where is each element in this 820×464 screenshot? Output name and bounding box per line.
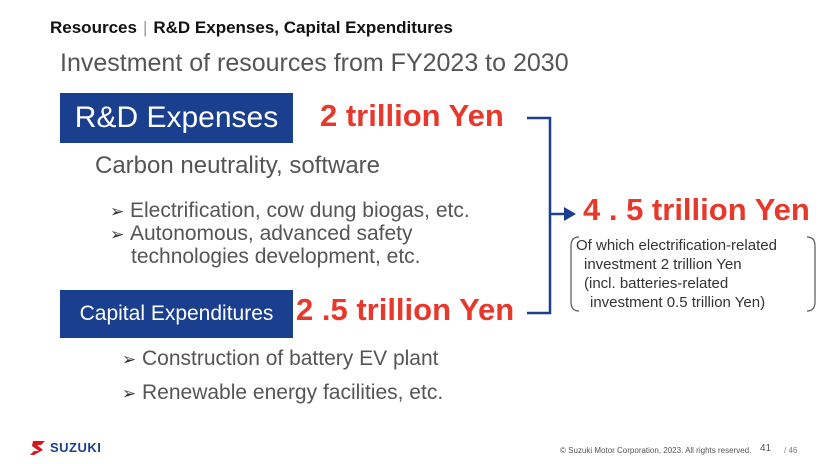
note-line: investment 0.5 trillion Yen) [590,294,766,311]
page-total: / 46 [784,446,798,455]
arrow-right-icon [564,207,576,221]
capex-bullet-2: ➢ Renewable energy facilities, etc. [122,381,443,405]
rd-bullet-text: Electrification, cow dung biogas, etc. [130,199,470,222]
rd-topic: Carbon neutrality, software [95,152,381,179]
suzuki-s-logo-icon [30,440,45,455]
total-amount: 4 . 5 trillion Yen [583,192,810,227]
note-line: Of which electrification-related [576,237,777,254]
note-line: (incl. batteries-related [584,275,729,292]
note-right-paren [806,236,816,312]
rd-bullet-1: ➢ Electrification, cow dung biogas, etc. [110,199,470,223]
arrowhead-bullet-icon: ➢ [122,384,137,403]
header-separator: | [142,18,148,37]
capex-amount: 2 .5 trillion Yen [296,292,515,327]
capex-label-box: Capital Expenditures [60,290,293,338]
rd-bullet-2-continuation: technologies development, etc. [131,245,421,268]
arrowhead-bullet-icon: ➢ [110,225,125,244]
bracket-line [527,116,552,315]
arrowhead-bullet-icon: ➢ [122,350,137,369]
suzuki-logo: SUZUKI [30,440,101,455]
slide-header: Resources | R&D Expenses, Capital Expendit… [50,18,453,38]
logo-wordmark: SUZUKI [50,440,102,455]
capex-bullet-text: Construction of battery EV plant [142,347,439,370]
rd-expenses-label: R&D Expenses [74,101,279,134]
header-section: Resources [50,18,137,37]
total-note: Of which electrification-related investm… [576,236,816,312]
capex-label: Capital Expenditures [79,302,274,325]
copyright-notice: © Suzuki Motor Corporation, 2023. All ri… [560,446,752,455]
rd-bullet-2: ➢ Autonomous, advanced safety [110,222,413,246]
rd-expenses-label-box: R&D Expenses [60,93,293,143]
rd-expenses-amount: 2 trillion Yen [320,98,504,133]
rd-bullet-text: Autonomous, advanced safety [130,222,413,245]
capex-bullet-1: ➢ Construction of battery EV plant [122,347,439,371]
slide-subtitle: Investment of resources from FY2023 to 2… [60,49,569,77]
note-line: investment 2 trillion Yen [584,256,742,273]
note-left-paren [570,236,580,312]
page-number: 41 [760,443,772,454]
arrowhead-bullet-icon: ➢ [110,202,125,221]
header-topic: R&D Expenses, Capital Expenditures [153,18,453,37]
capex-bullet-text: Renewable energy facilities, etc. [142,381,444,404]
